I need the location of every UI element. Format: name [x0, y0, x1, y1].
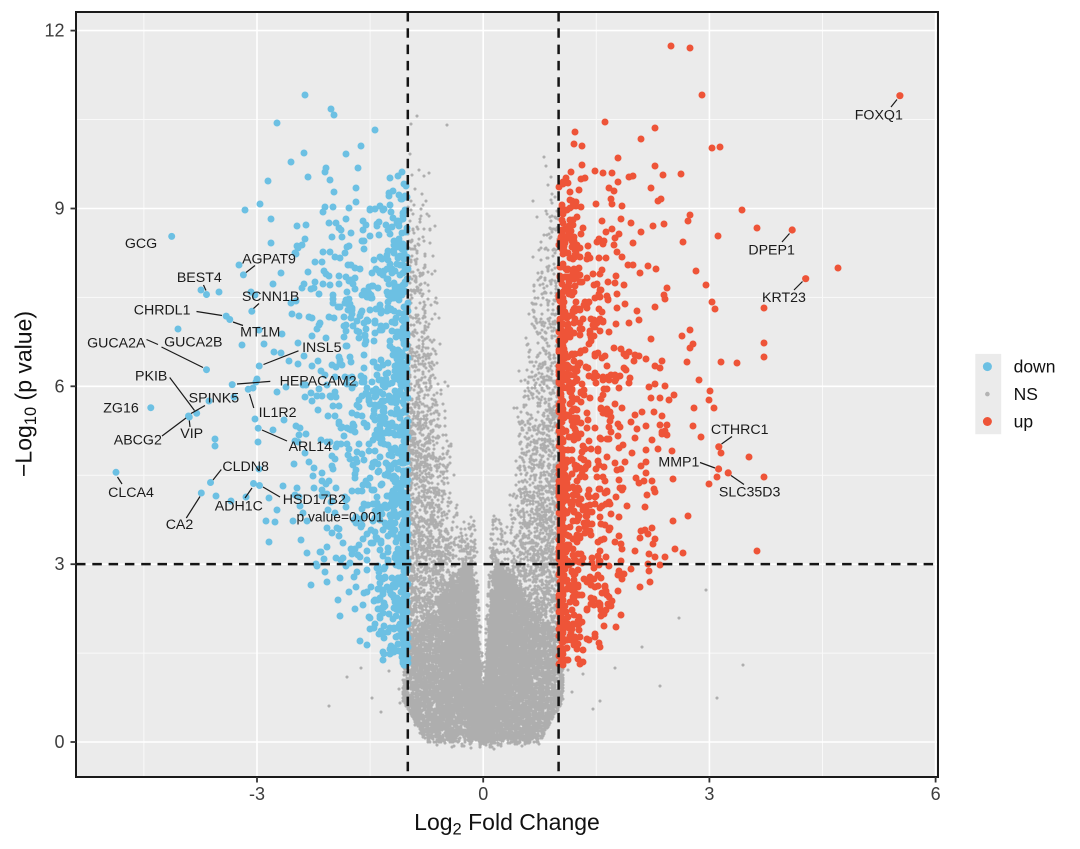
svg-text:−Log10 (p value): −Log10 (p value) [11, 311, 41, 477]
svg-text:6: 6 [931, 784, 941, 804]
svg-text:0: 0 [478, 784, 488, 804]
svg-text:DPEP1: DPEP1 [748, 242, 795, 258]
svg-text:IL1R2: IL1R2 [259, 405, 297, 421]
svg-text:-3: -3 [249, 784, 265, 804]
svg-text:SPINK5: SPINK5 [189, 391, 240, 407]
svg-text:FOXQ1: FOXQ1 [855, 108, 903, 124]
svg-text:HEPACAM2: HEPACAM2 [280, 374, 357, 390]
svg-text:GCG: GCG [125, 236, 157, 252]
svg-text:AGPAT9: AGPAT9 [242, 251, 296, 267]
svg-text:CA2: CA2 [166, 517, 194, 533]
svg-text:Log2 Fold Change: Log2 Fold Change [414, 809, 600, 839]
svg-text:MT1M: MT1M [240, 325, 280, 341]
svg-text:PKIB: PKIB [135, 369, 167, 385]
svg-text:INSL5: INSL5 [302, 340, 342, 356]
svg-text:ZG16: ZG16 [103, 401, 139, 417]
svg-text:VIP: VIP [180, 426, 203, 442]
svg-text:9: 9 [54, 199, 64, 219]
svg-text:6: 6 [54, 376, 64, 396]
svg-text:NS: NS [1014, 384, 1038, 404]
svg-text:SLC35D3: SLC35D3 [719, 485, 781, 501]
svg-text:CLCA4: CLCA4 [108, 485, 154, 501]
svg-text:BEST4: BEST4 [177, 270, 222, 286]
svg-text:0: 0 [54, 732, 64, 752]
svg-text:3: 3 [54, 554, 64, 574]
svg-text:KRT23: KRT23 [762, 290, 806, 306]
svg-text:ARL14: ARL14 [289, 439, 332, 455]
svg-text:MMP1: MMP1 [658, 455, 699, 471]
svg-text:up: up [1014, 412, 1033, 432]
svg-text:12: 12 [44, 21, 64, 41]
svg-text:ABCG2: ABCG2 [114, 432, 162, 448]
svg-text:CLDN8: CLDN8 [222, 459, 269, 475]
svg-text:SCNN1B: SCNN1B [242, 289, 300, 305]
svg-text:CHRDL1: CHRDL1 [134, 303, 191, 319]
svg-text:CTHRC1: CTHRC1 [711, 422, 769, 438]
svg-text:GUCA2B: GUCA2B [164, 334, 222, 350]
svg-text:ADH1C: ADH1C [215, 498, 263, 514]
svg-text:down: down [1014, 357, 1056, 377]
svg-text:HSD17B2: HSD17B2 [283, 492, 346, 508]
svg-text:3: 3 [704, 784, 714, 804]
svg-text:GUCA2A: GUCA2A [87, 336, 146, 352]
svg-text:p value=0.001: p value=0.001 [296, 510, 383, 525]
